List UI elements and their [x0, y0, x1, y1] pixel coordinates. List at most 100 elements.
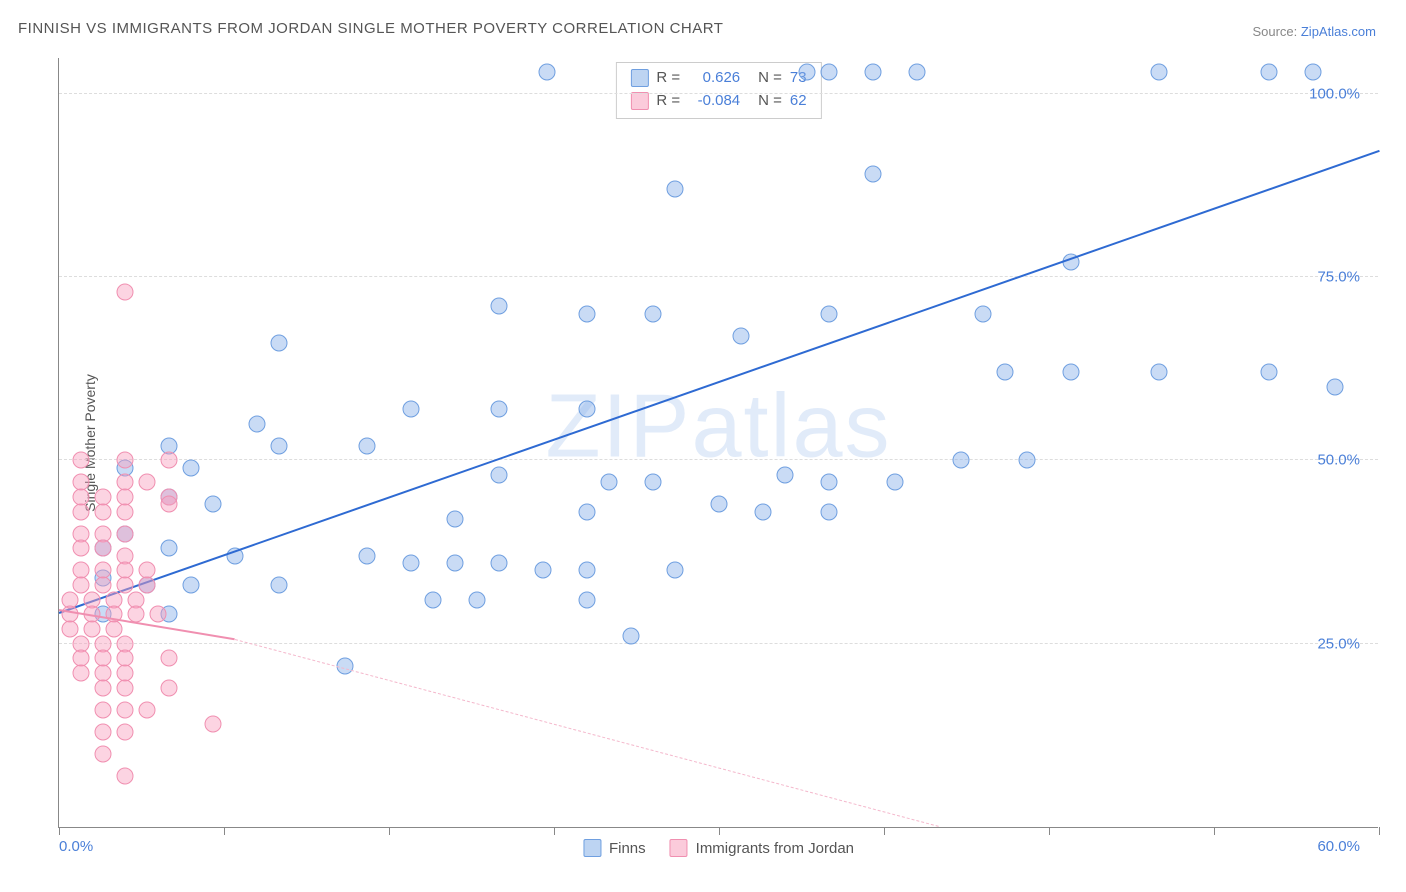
scatter-point — [73, 503, 90, 520]
scatter-point — [667, 562, 684, 579]
legend-label: Finns — [609, 840, 646, 857]
scatter-point — [1151, 63, 1168, 80]
scatter-point — [1327, 379, 1344, 396]
x-tick — [389, 827, 390, 835]
scatter-point — [623, 628, 640, 645]
legend-label: Immigrants from Jordan — [696, 840, 854, 857]
legend-swatch-icon — [583, 839, 601, 857]
source-link[interactable]: ZipAtlas.com — [1301, 24, 1376, 39]
legend-correlation: R =0.626N =73R =-0.084N =62 — [615, 62, 821, 119]
scatter-point — [535, 562, 552, 579]
gridline — [59, 276, 1378, 277]
scatter-point — [777, 467, 794, 484]
scatter-point — [95, 723, 112, 740]
r-value: 0.626 — [688, 67, 740, 90]
scatter-point — [183, 577, 200, 594]
scatter-point — [491, 401, 508, 418]
scatter-point — [359, 437, 376, 454]
scatter-point — [579, 562, 596, 579]
scatter-point — [579, 591, 596, 608]
legend-swatch-icon — [670, 839, 688, 857]
trend-line — [59, 150, 1380, 614]
scatter-point — [579, 401, 596, 418]
scatter-point — [150, 606, 167, 623]
scatter-point — [271, 577, 288, 594]
legend-item: Finns — [583, 839, 646, 857]
scatter-point — [711, 496, 728, 513]
scatter-point — [359, 547, 376, 564]
x-tick-label: 0.0% — [59, 838, 93, 855]
scatter-point — [205, 496, 222, 513]
plot-area: Single Mother Poverty ZIPatlas R =0.626N… — [58, 58, 1378, 828]
scatter-point — [249, 415, 266, 432]
legend-series: Finns Immigrants from Jordan — [583, 839, 854, 857]
scatter-point — [491, 298, 508, 315]
scatter-point — [205, 716, 222, 733]
scatter-point — [73, 665, 90, 682]
scatter-point — [1305, 63, 1322, 80]
scatter-point — [73, 577, 90, 594]
scatter-point — [183, 459, 200, 476]
scatter-point — [139, 474, 156, 491]
x-tick — [224, 827, 225, 835]
scatter-point — [667, 181, 684, 198]
scatter-point — [645, 305, 662, 322]
scatter-point — [62, 621, 79, 638]
scatter-point — [271, 335, 288, 352]
scatter-point — [95, 503, 112, 520]
scatter-point — [579, 503, 596, 520]
scatter-point — [1151, 364, 1168, 381]
y-tick-label: 25.0% — [1317, 635, 1360, 652]
scatter-point — [95, 745, 112, 762]
chart-title: FINNISH VS IMMIGRANTS FROM JORDAN SINGLE… — [18, 20, 723, 37]
scatter-point — [403, 555, 420, 572]
scatter-point — [997, 364, 1014, 381]
scatter-point — [117, 767, 134, 784]
scatter-point — [1261, 63, 1278, 80]
scatter-point — [821, 503, 838, 520]
scatter-point — [447, 555, 464, 572]
scatter-point — [73, 540, 90, 557]
scatter-point — [95, 679, 112, 696]
scatter-point — [161, 452, 178, 469]
scatter-point — [117, 283, 134, 300]
scatter-point — [95, 577, 112, 594]
scatter-point — [117, 503, 134, 520]
scatter-point — [733, 327, 750, 344]
scatter-point — [821, 305, 838, 322]
scatter-point — [469, 591, 486, 608]
scatter-point — [117, 452, 134, 469]
scatter-point — [117, 701, 134, 718]
scatter-point — [539, 63, 556, 80]
scatter-point — [139, 577, 156, 594]
y-tick-label: 75.0% — [1317, 269, 1360, 286]
scatter-point — [447, 511, 464, 528]
scatter-point — [1261, 364, 1278, 381]
scatter-point — [117, 679, 134, 696]
gridline — [59, 643, 1378, 644]
scatter-point — [821, 63, 838, 80]
scatter-point — [799, 63, 816, 80]
source-prefix: Source: — [1252, 24, 1300, 39]
x-tick — [1049, 827, 1050, 835]
scatter-point — [117, 723, 134, 740]
scatter-point — [865, 166, 882, 183]
x-tick — [719, 827, 720, 835]
x-tick — [554, 827, 555, 835]
x-tick-label: 60.0% — [1317, 838, 1360, 855]
scatter-point — [161, 679, 178, 696]
legend-item: Immigrants from Jordan — [670, 839, 854, 857]
scatter-point — [491, 555, 508, 572]
scatter-point — [645, 474, 662, 491]
watermark: ZIPatlas — [545, 376, 891, 479]
y-tick-label: 100.0% — [1309, 85, 1360, 102]
legend-swatch-icon — [630, 69, 648, 87]
x-tick — [884, 827, 885, 835]
scatter-point — [95, 540, 112, 557]
source-label: Source: ZipAtlas.com — [1252, 24, 1376, 39]
r-label: R = — [656, 67, 680, 90]
n-label: N = — [758, 67, 782, 90]
scatter-point — [1019, 452, 1036, 469]
legend-swatch-icon — [630, 92, 648, 110]
legend-row: R =0.626N =73 — [630, 67, 806, 90]
